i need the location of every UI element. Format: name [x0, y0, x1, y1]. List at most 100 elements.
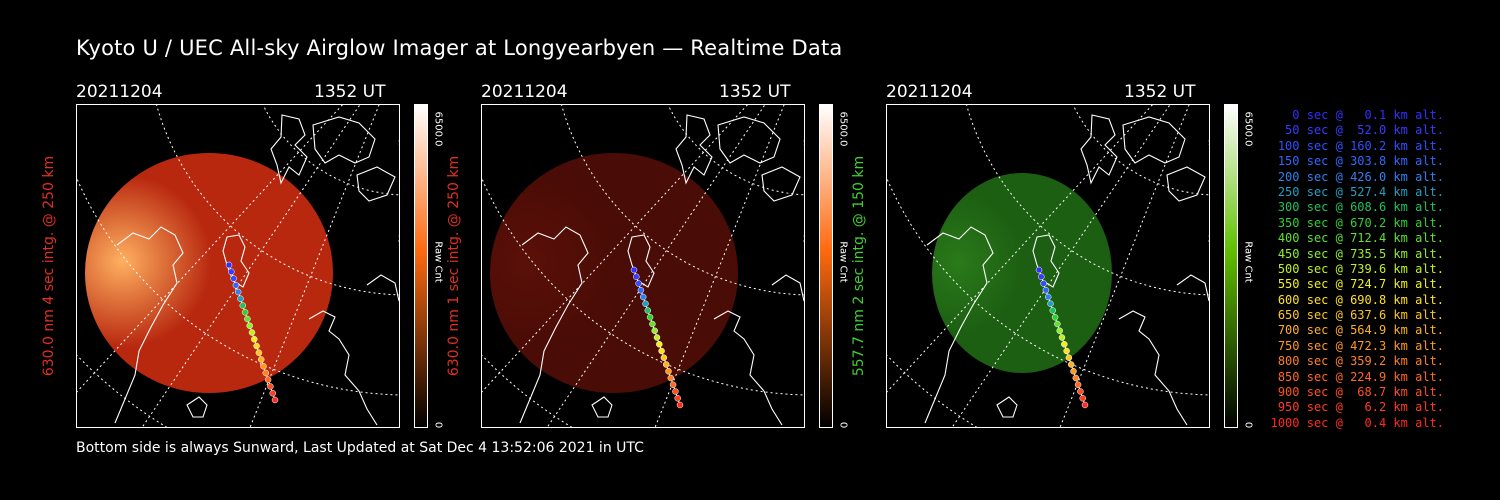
track-point — [262, 369, 270, 377]
legend-row: 850 sec @ 224.9 km alt. — [1277, 369, 1444, 384]
legend-row: 700 sec @ 564.9 km alt. — [1277, 323, 1444, 338]
satellite-track — [630, 266, 684, 409]
track-point — [241, 309, 249, 316]
allsky-image-frame — [886, 104, 1210, 428]
track-point — [1077, 388, 1084, 395]
track-point — [658, 347, 665, 355]
footer-note: Bottom side is always Sunward, Last Upda… — [76, 440, 644, 456]
panel-side-label: 630.0 nm 1 sec intg. @ 250 km — [446, 155, 462, 377]
legend-row: 550 sec @ 724.7 km alt. — [1277, 277, 1444, 292]
satellite-track — [1035, 266, 1089, 409]
track-point — [230, 275, 237, 282]
legend-row: 650 sec @ 637.6 km alt. — [1277, 308, 1444, 323]
track-point — [1042, 287, 1050, 294]
legend-row: 750 sec @ 472.3 km alt. — [1277, 338, 1444, 353]
airglow-image — [932, 173, 1112, 373]
track-point — [239, 302, 247, 309]
track-point — [633, 273, 640, 280]
legend-row: 200 sec @ 426.0 km alt. — [1277, 169, 1444, 184]
legend-row: 800 sec @ 359.2 km alt. — [1277, 354, 1444, 369]
coastline — [924, 114, 1209, 426]
track-point — [246, 322, 253, 329]
track-point — [264, 376, 272, 383]
legend-row: 0 sec @ 0.1 km alt. — [1292, 108, 1444, 122]
track-point — [1061, 341, 1068, 348]
track-point — [660, 354, 668, 361]
legend-row: 350 sec @ 670.2 km alt. — [1277, 215, 1444, 230]
track-point — [255, 349, 263, 356]
colorbar — [1224, 104, 1238, 428]
legend-row: 400 sec @ 712.4 km alt. — [1277, 231, 1444, 246]
colorbar — [414, 104, 428, 428]
legend-row: 950 sec @ 6.2 km alt. — [1277, 400, 1444, 415]
track-point — [662, 361, 670, 368]
track-point — [1040, 280, 1047, 287]
legend-row: 100 sec @ 160.2 km alt. — [1277, 138, 1444, 153]
track-point — [1051, 314, 1059, 321]
legend-row: 300 sec @ 608.6 km alt. — [1277, 200, 1444, 215]
track-point — [653, 334, 661, 341]
track-point — [269, 390, 276, 397]
track-point — [1070, 368, 1077, 375]
track-point — [1067, 361, 1075, 368]
trajectory-legend: 0 sec @ 0.1 km alt. 50 sec @ 52.0 km alt.… — [1262, 108, 1444, 431]
track-point — [1047, 300, 1054, 307]
track-point — [672, 388, 679, 395]
track-point — [676, 401, 684, 409]
track-point — [639, 293, 647, 301]
panel-630nm-4sec: 20211204 1352 UT 630.0 nm 4 sec intg. @ … — [41, 82, 496, 432]
map-grid — [482, 105, 804, 427]
track-point — [253, 342, 260, 350]
page-title: Kyoto U / UEC All-sky Airglow Imager at … — [76, 36, 843, 60]
track-point — [649, 320, 656, 328]
legend-row: 50 sec @ 52.0 km alt. — [1285, 123, 1444, 138]
colorbar-min-label: 0 — [1242, 421, 1254, 429]
colorbar-unit-label: Raw Cnt — [1242, 241, 1254, 283]
airglow-image — [85, 153, 333, 393]
track-point — [669, 381, 677, 388]
panel-date: 20211204 — [481, 82, 568, 102]
track-point — [260, 363, 267, 370]
track-point — [228, 268, 235, 275]
track-point — [674, 395, 681, 402]
track-point — [630, 266, 638, 274]
track-point — [642, 300, 649, 307]
track-point — [1035, 266, 1043, 274]
track-point — [244, 315, 251, 323]
track-point — [637, 287, 645, 294]
track-point — [644, 307, 652, 314]
track-point — [234, 288, 242, 296]
track-point — [267, 383, 274, 390]
track-point — [232, 282, 240, 289]
track-point — [667, 374, 675, 382]
track-point — [646, 314, 654, 321]
track-point — [225, 261, 233, 269]
track-point — [1079, 395, 1086, 402]
legend-row: 450 sec @ 735.5 km alt. — [1277, 246, 1444, 261]
track-point — [271, 396, 279, 404]
colorbar — [819, 104, 833, 428]
map-grid — [887, 105, 1209, 427]
track-point — [1063, 347, 1070, 355]
colorbar-max-label: 6500.0 — [1242, 111, 1254, 147]
allsky-image-frame — [76, 104, 400, 428]
allsky-image-frame — [481, 104, 805, 428]
track-point — [251, 336, 258, 343]
track-point — [257, 356, 265, 363]
track-point — [1058, 334, 1066, 341]
track-point — [1038, 273, 1045, 280]
track-point — [1072, 374, 1080, 382]
coastline — [519, 114, 804, 426]
track-point — [635, 280, 642, 287]
map-grid — [77, 105, 399, 427]
track-point — [1074, 381, 1082, 388]
track-point — [1054, 320, 1061, 328]
track-point — [248, 329, 256, 336]
panel-time: 1352 UT — [314, 82, 386, 102]
satellite-track — [225, 261, 279, 404]
track-point — [1049, 307, 1057, 314]
legend-row: 600 sec @ 690.8 km alt. — [1277, 292, 1444, 307]
panel-side-label: 557.7 nm 2 sec intg. @ 150 km — [851, 155, 867, 377]
legend-row: 150 sec @ 303.8 km alt. — [1277, 154, 1444, 169]
track-point — [665, 368, 672, 375]
